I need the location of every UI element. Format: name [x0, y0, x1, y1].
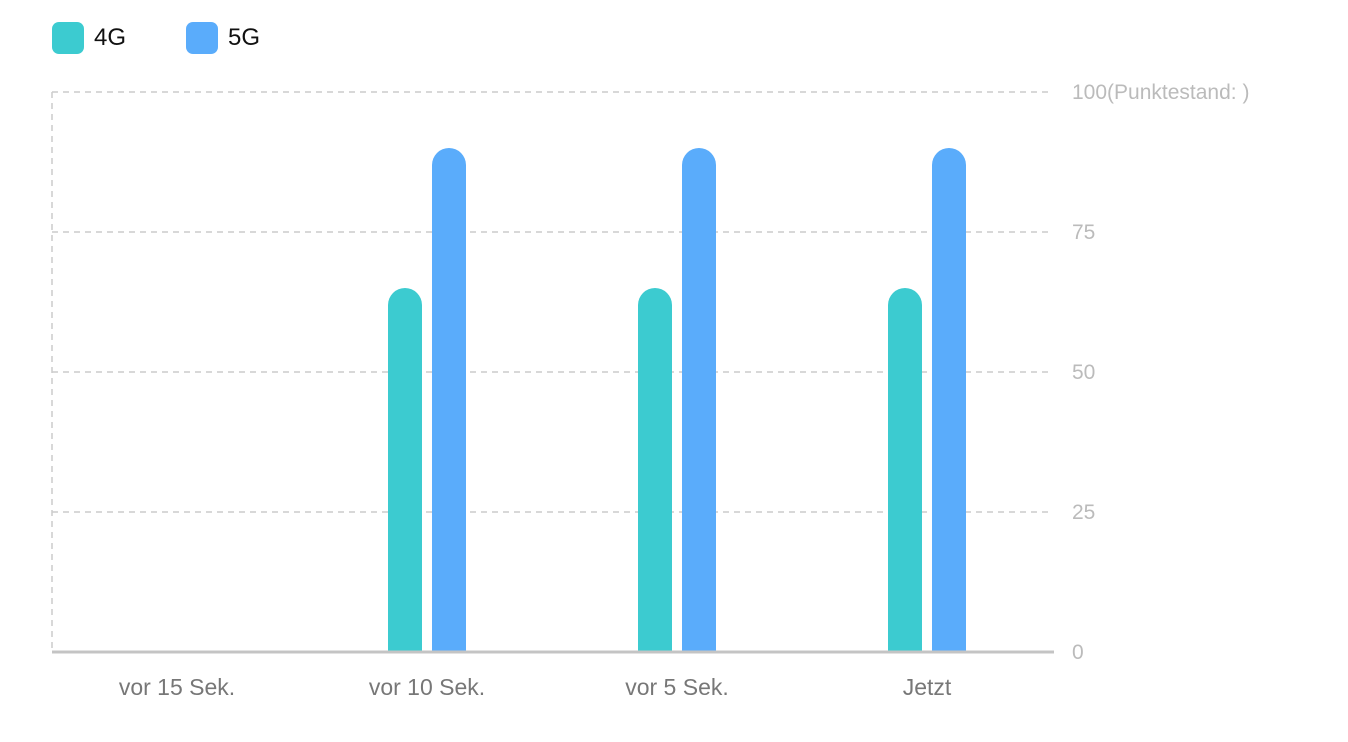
legend-label-5g: 5G — [228, 24, 261, 51]
legend-swatch-4g — [52, 22, 84, 54]
legend: 4G 5G — [52, 22, 320, 54]
x-category-label: vor 5 Sek. — [625, 674, 729, 700]
legend-label-4g: 4G — [94, 24, 127, 51]
bar-5g — [682, 148, 716, 652]
bar-4g — [888, 288, 922, 652]
legend-item-4g[interactable]: 4G — [52, 22, 126, 54]
y-tick-label: 25 — [1072, 501, 1095, 524]
bar-5g — [932, 148, 966, 652]
legend-swatch-5g — [186, 22, 219, 54]
legend-item-5g[interactable]: 5G — [186, 22, 260, 54]
y-tick-label: 100(Punktestand: ) — [1072, 81, 1249, 104]
y-tick-label: 75 — [1072, 221, 1095, 244]
x-category-label: vor 15 Sek. — [119, 674, 235, 700]
bar-4g — [388, 288, 422, 652]
bar-5g — [432, 148, 466, 652]
y-tick-label: 0 — [1072, 641, 1084, 664]
y-tick-label: 50 — [1072, 361, 1095, 384]
x-category-label: Jetzt — [903, 674, 952, 700]
x-category-label: vor 10 Sek. — [369, 674, 485, 700]
bar-4g — [638, 288, 672, 652]
